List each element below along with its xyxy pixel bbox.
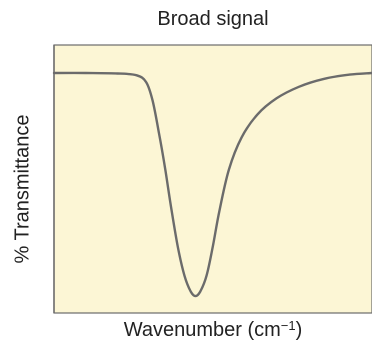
x-axis-label: Wavenumber (cm−1) (54, 319, 372, 342)
chart-title: Broad signal (157, 8, 269, 30)
plot-area (53, 44, 372, 314)
transmittance-curve (52, 71, 372, 298)
x-axis-label-close: ) (295, 319, 303, 341)
x-axis-label-exponent: −1 (280, 318, 296, 333)
x-axis-label-text: Wavenumber (cm (123, 319, 281, 341)
